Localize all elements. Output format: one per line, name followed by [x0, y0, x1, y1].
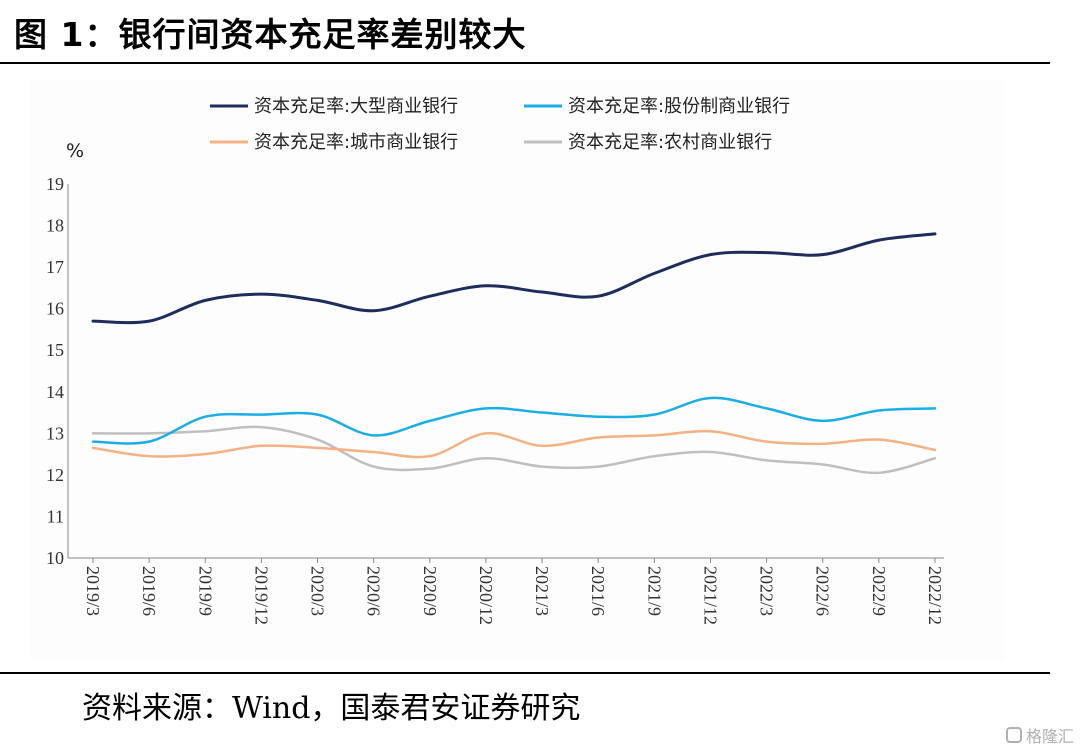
- x-tick-label: 2019/12: [251, 566, 271, 625]
- x-tick-label: 2020/12: [476, 566, 496, 625]
- x-tick-label: 2020/9: [420, 566, 440, 616]
- x-tick-label: 2021/6: [588, 566, 608, 616]
- legend-label: 资本充足率:农村商业银行: [568, 132, 772, 153]
- x-tick-label: 2019/9: [195, 566, 215, 616]
- y-tick-label: 19: [46, 174, 64, 194]
- source-note: 资料来源：Wind，国泰君安证券研究: [82, 691, 581, 726]
- x-tick-label: 2021/3: [532, 566, 552, 616]
- x-tick-label: 2022/6: [813, 566, 833, 616]
- y-tick-label: 16: [46, 299, 64, 319]
- y-tick-label: 17: [46, 257, 64, 277]
- y-tick-label: 13: [46, 423, 64, 443]
- top-rule: [0, 62, 1050, 64]
- x-tick-label: 2022/3: [757, 566, 777, 616]
- figure-title: 图 1：银行间资本充足率差别较大: [14, 15, 527, 54]
- y-tick-label: 12: [46, 465, 64, 485]
- x-tick-label: 2019/6: [139, 566, 159, 616]
- y-tick-label: 11: [47, 506, 64, 526]
- x-tick-label: 2021/9: [644, 566, 664, 616]
- x-tick-label: 2020/3: [308, 566, 328, 616]
- series-line-2: [91, 396, 937, 445]
- watermark-logo-icon: [1005, 727, 1022, 743]
- x-tick-label: 2022/12: [925, 566, 945, 625]
- legend-label: 资本充足率:大型商业银行: [254, 96, 458, 117]
- x-tick-label: 2022/9: [869, 566, 889, 616]
- chart-background: [30, 80, 1005, 660]
- legend-label: 资本充足率:城市商业银行: [254, 132, 458, 153]
- y-tick-label: 15: [46, 340, 64, 360]
- y-tick-label: 14: [46, 382, 64, 402]
- x-tick-label: 2020/6: [364, 566, 384, 616]
- bottom-rule: [0, 672, 1050, 674]
- y-axis-unit: %: [66, 140, 84, 162]
- x-tick-label: 2019/3: [83, 566, 103, 616]
- watermark: 格隆汇: [1005, 723, 1074, 747]
- series-line-3: [91, 429, 937, 459]
- watermark-text: 格隆汇: [1025, 727, 1074, 746]
- x-tick-label: 2021/12: [700, 566, 720, 625]
- legend-label: 资本充足率:股份制商业银行: [568, 96, 790, 117]
- series-line-4: [91, 425, 937, 475]
- series-line-1: [91, 232, 937, 325]
- y-tick-label: 10: [46, 548, 64, 568]
- y-tick-label: 18: [46, 216, 64, 236]
